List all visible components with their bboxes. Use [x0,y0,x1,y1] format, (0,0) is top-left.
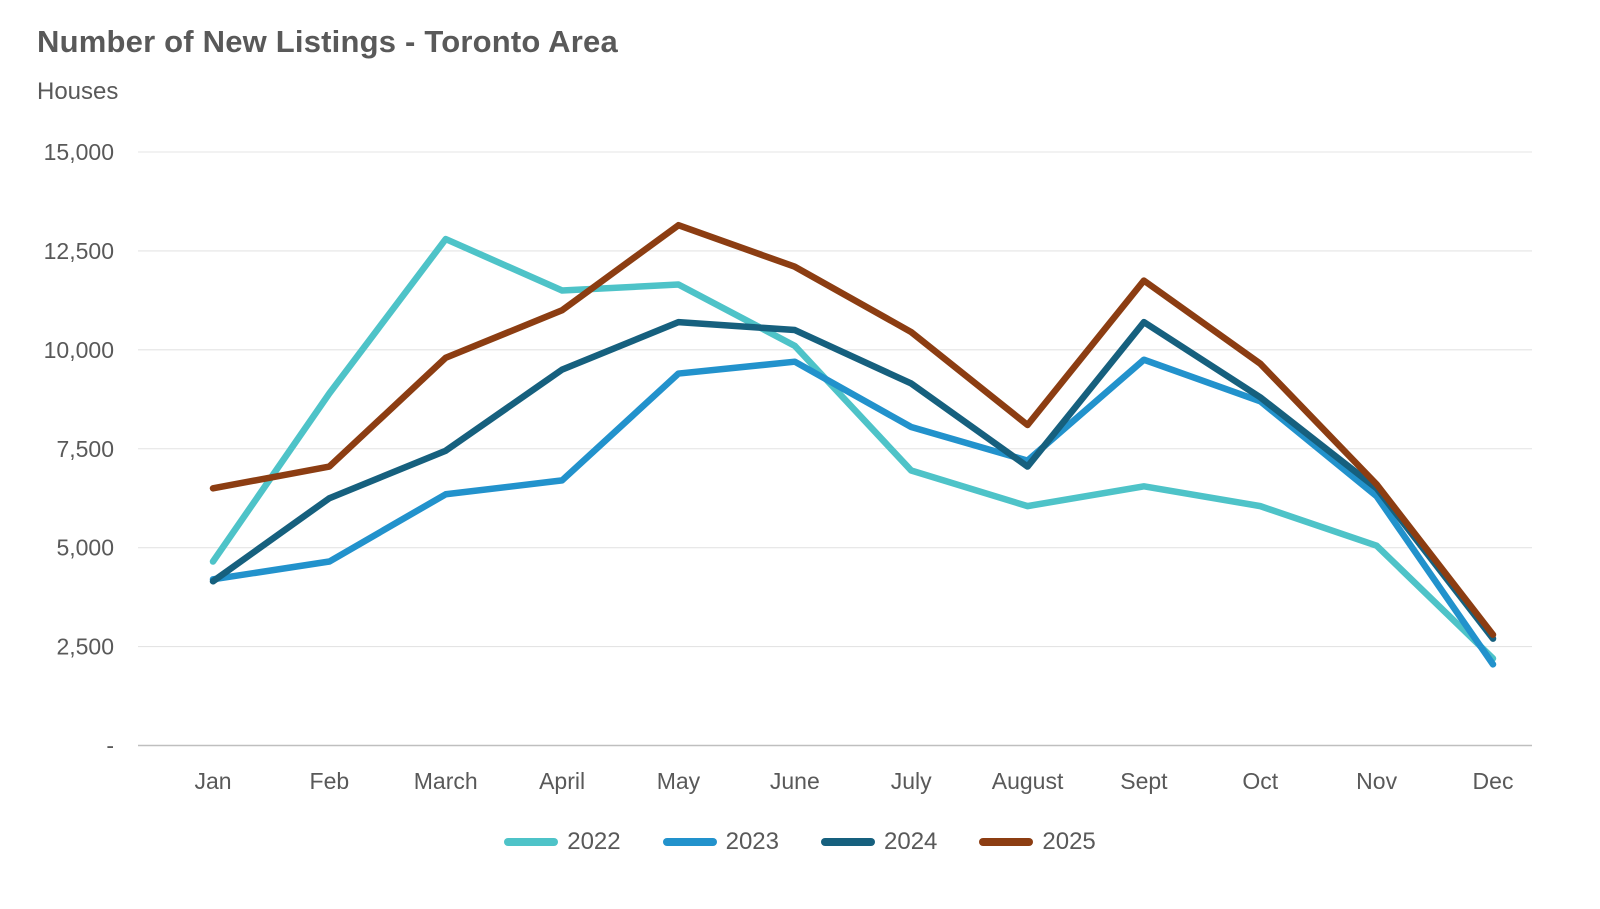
legend-label-2022: 2022 [567,828,621,855]
series-line-2022 [209,235,1497,662]
series-line-2025 [209,221,1497,638]
x-axis-month-label: Dec [1473,768,1514,794]
legend-label-2025: 2025 [1042,828,1096,855]
x-axis-month-label: May [657,768,701,794]
y-axis-tick-label: 5,000 [56,535,114,561]
legend-item-2022: 2022 [504,828,621,855]
y-axis-tick-label: 10,000 [44,337,114,363]
y-axis-tick-label: 2,500 [56,634,114,660]
x-axis-month-label: Nov [1356,768,1397,794]
legend-swatch-2022 [504,838,559,846]
legend-swatch-2024 [821,838,875,846]
legend-item-2025: 2025 [979,828,1096,855]
legend-swatch-2023 [662,838,717,846]
x-axis-month-label: Feb [310,768,350,794]
x-axis-month-label: July [891,768,932,794]
line-chart-plot-area: - 2,500 5,000 7,500 10,000 12,500 15,000 Jan Feb… [44,139,1532,794]
x-axis-month-label: March [414,768,478,794]
y-axis-tick-label: 12,500 [44,238,114,264]
y-axis-tick-label: 15,000 [44,139,114,165]
y-axis-tick-label: - [106,733,114,759]
legend-label-2023: 2023 [725,828,779,855]
chart-title: Number of New Listings - Toronto Area [37,24,618,59]
legend-item-2024: 2024 [821,830,937,854]
x-axis-month-label: Jan [194,768,231,794]
chart-legend: 2022 2023 2024 2025 [0,830,1600,854]
legend-item-2023: 2023 [662,828,779,855]
x-axis-month-label: Oct [1242,768,1278,794]
legend-label-2024: 2024 [884,828,938,855]
series-line-2024 [209,318,1497,642]
x-axis-month-label: April [539,768,585,794]
x-axis-month-label: August [992,768,1064,794]
x-axis-month-label: Sept [1120,768,1168,794]
series-line-2023 [209,356,1497,668]
x-axis-month-label: June [770,768,820,794]
legend-swatch-2025 [979,838,1034,846]
chart-subtitle: Houses [37,78,119,105]
y-axis-tick-label: 7,500 [56,436,114,462]
